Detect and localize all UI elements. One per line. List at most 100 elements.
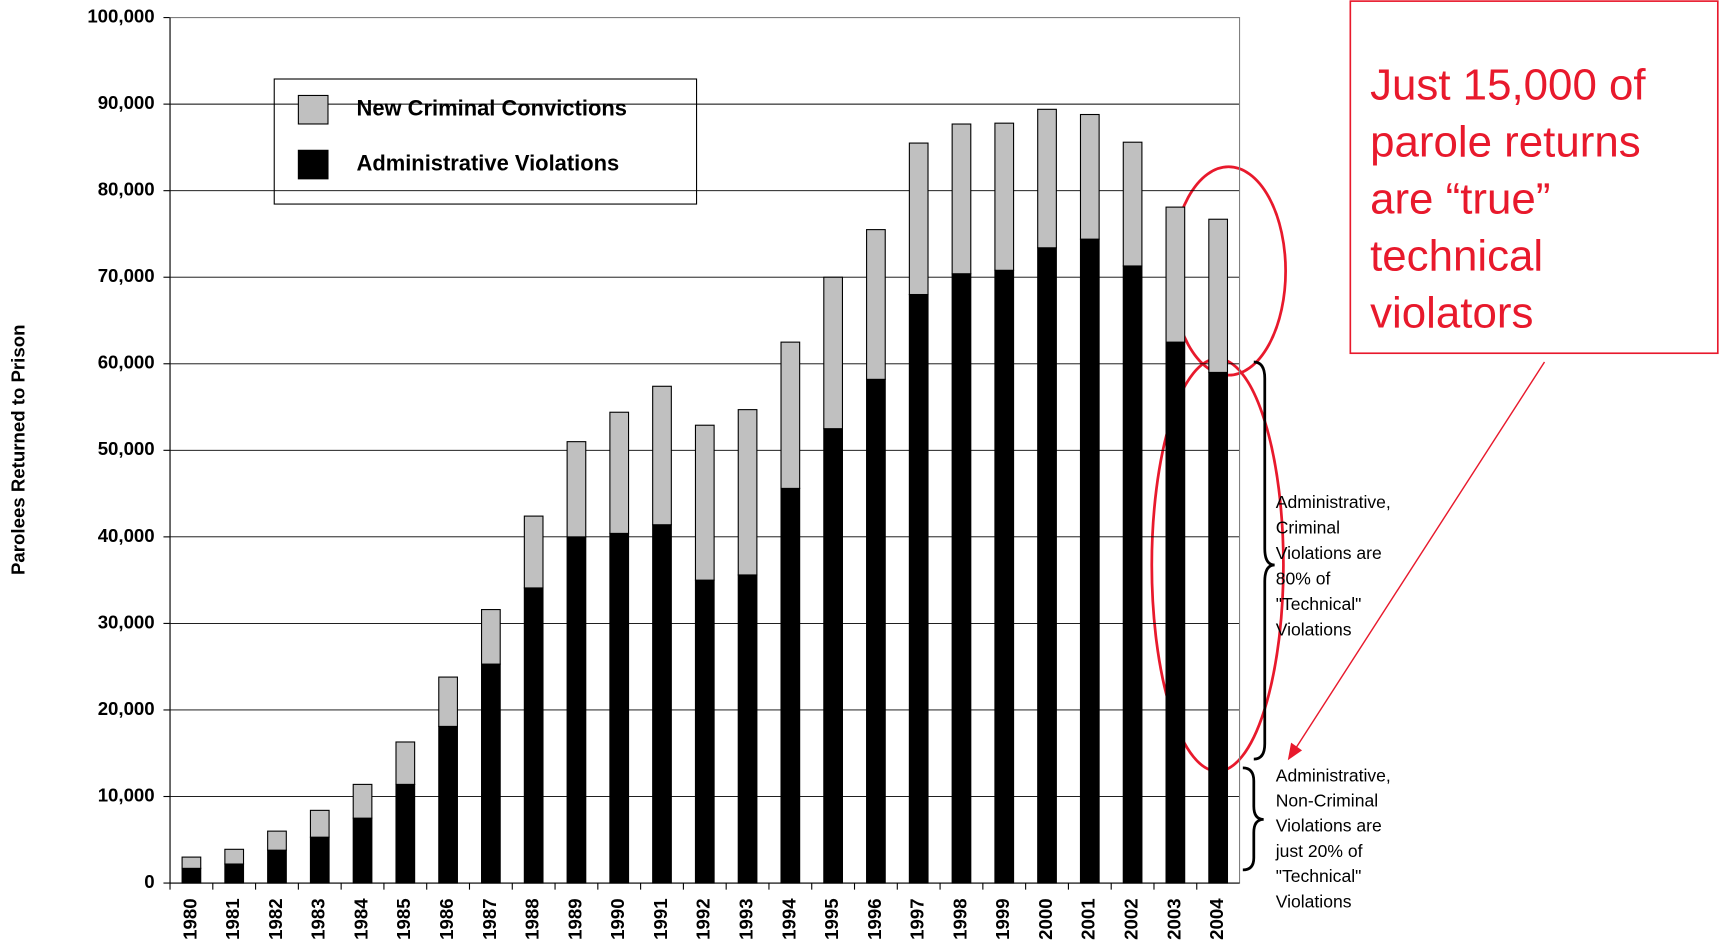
annotation: "Technical" — [1276, 594, 1362, 614]
x-tick-label: 1984 — [350, 898, 371, 940]
x-tick-label: 1986 — [436, 898, 457, 939]
x-tick-label: 1992 — [693, 898, 714, 939]
bar-segment — [481, 663, 501, 884]
bar-segment — [523, 515, 544, 589]
legend-swatch — [297, 149, 329, 180]
bar-segment — [523, 587, 544, 884]
bar-segment — [352, 817, 373, 884]
bar-segment — [438, 676, 458, 727]
bar-segment — [224, 863, 245, 884]
bar-segment — [309, 836, 330, 884]
x-tick-label: 1989 — [564, 898, 585, 939]
y-tick-label: 90,000 — [98, 92, 155, 113]
x-tick-label: 1983 — [308, 898, 329, 939]
bar-segment — [566, 441, 587, 538]
annotation: Administrative, — [1276, 492, 1391, 512]
bar-segment — [694, 579, 715, 884]
y-tick-label: 70,000 — [98, 265, 155, 286]
bar-segment — [737, 409, 758, 576]
bar-segment — [438, 725, 458, 884]
annotation: Criminal — [1276, 518, 1340, 538]
bar-segment — [1122, 265, 1143, 884]
y-axis-title: Parolees Returned to Prison — [8, 325, 29, 575]
x-tick-label: 1994 — [778, 898, 799, 940]
x-tick-label: 1997 — [907, 898, 928, 939]
bar-segment — [780, 341, 801, 489]
annotation: "Technical" — [1276, 866, 1362, 886]
bar-segment — [1208, 218, 1229, 373]
legend — [273, 78, 698, 205]
bar-segment — [780, 487, 801, 884]
annotation: Administrative, — [1276, 765, 1391, 785]
x-tick-label: 1985 — [393, 898, 414, 939]
bar-segment — [1165, 341, 1186, 884]
bar-segment — [908, 142, 929, 296]
bracket — [1242, 766, 1264, 872]
bar-segment — [395, 783, 416, 884]
bar-segment — [908, 293, 929, 884]
bar-segment — [481, 609, 501, 665]
legend-label: New Criminal Convictions — [357, 96, 627, 121]
x-tick-label: 1982 — [265, 898, 286, 939]
x-tick-label: 1981 — [222, 898, 243, 939]
bar-segment — [566, 536, 587, 884]
bar-segment — [1165, 206, 1186, 343]
annotation: 80% of — [1276, 569, 1331, 589]
bar-segment — [1037, 247, 1057, 884]
annotation: are “true” — [1370, 174, 1550, 223]
annotation: violators — [1370, 289, 1533, 338]
annotation: Violations — [1276, 619, 1352, 639]
x-tick-label: 2002 — [1121, 898, 1142, 939]
annotation: parole returns — [1370, 117, 1641, 166]
bar-segment — [823, 428, 843, 884]
x-tick-label: 2000 — [1035, 898, 1056, 939]
x-tick-label: 1988 — [522, 898, 543, 939]
y-tick-label: 0 — [144, 871, 154, 892]
bar-segment — [951, 123, 972, 275]
bar-segment — [951, 273, 972, 884]
x-tick-label: 1991 — [650, 898, 671, 939]
y-tick-label: 40,000 — [98, 525, 155, 546]
annotation: Violations — [1276, 891, 1352, 911]
bar-segment — [181, 867, 202, 884]
y-tick-label: 60,000 — [98, 352, 155, 373]
x-tick-label: 2003 — [1163, 898, 1184, 939]
callout-arrow — [1293, 361, 1546, 751]
bar-segment — [224, 848, 245, 865]
annotation: just 20% of — [1275, 841, 1363, 861]
bracket — [1253, 360, 1275, 761]
bar-segment — [1122, 141, 1143, 267]
bar-segment — [181, 856, 202, 869]
bar-segment — [1037, 108, 1057, 249]
annotation: Non-Criminal — [1276, 791, 1378, 811]
x-tick-label: 1995 — [821, 898, 842, 939]
bar-segment — [267, 849, 287, 884]
x-tick-label: 1996 — [864, 898, 885, 939]
bar-segment — [994, 269, 1015, 884]
bar-segment — [609, 411, 630, 534]
bar-segment — [866, 229, 886, 380]
x-tick-label: 1998 — [949, 898, 970, 939]
bar-segment — [994, 122, 1015, 271]
legend-swatch — [297, 94, 329, 125]
bar-segment — [652, 524, 672, 884]
x-tick-label: 1987 — [479, 898, 500, 939]
bar-segment — [823, 276, 843, 430]
x-tick-label: 1980 — [179, 898, 200, 939]
bar-segment — [737, 574, 758, 884]
x-tick-label: 1999 — [992, 898, 1013, 939]
y-tick-label: 50,000 — [98, 438, 155, 459]
x-tick-label: 1990 — [607, 898, 628, 939]
y-tick-label: 20,000 — [98, 698, 155, 719]
bar-segment — [309, 809, 330, 838]
x-tick-label: 2004 — [1206, 898, 1227, 940]
x-tick-label: 2001 — [1078, 898, 1099, 939]
bar-segment — [267, 830, 287, 851]
y-tick-label: 100,000 — [87, 5, 154, 26]
arrow-head — [1287, 742, 1303, 761]
y-tick-label: 10,000 — [98, 784, 155, 805]
bar-segment — [395, 741, 416, 785]
bar-segment — [1208, 371, 1229, 884]
annotation: technical — [1370, 231, 1543, 280]
